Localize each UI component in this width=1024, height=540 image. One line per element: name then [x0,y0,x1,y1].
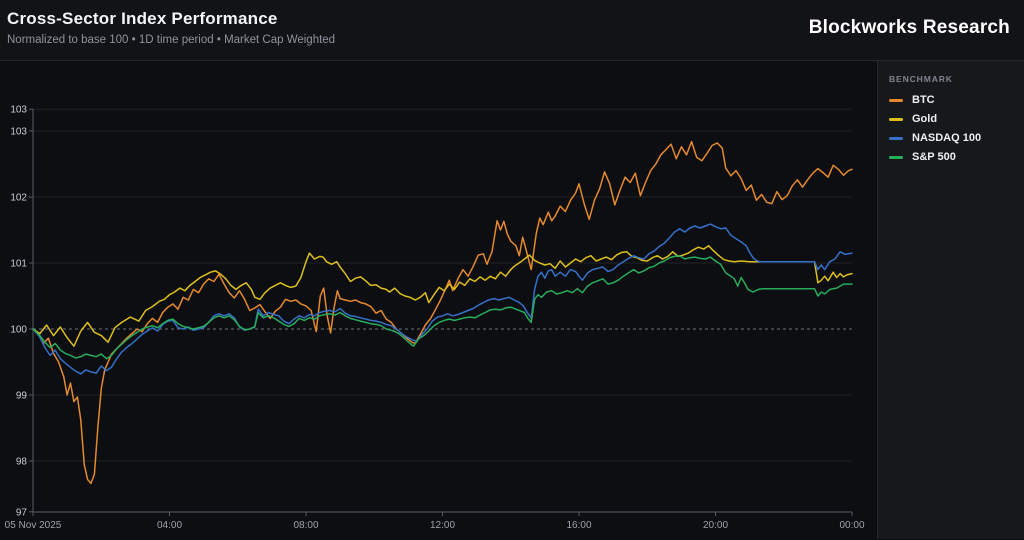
y-tick-label: 103 [10,105,27,116]
series-line-nasdaq-100[interactable] [32,223,853,375]
brand-logo: Blockworks Research [808,17,1010,38]
x-tick-label: 12:00 [430,520,455,531]
x-tick-label: 04:00 [157,520,182,531]
legend-swatch-btc [889,98,903,102]
legend-item-btc[interactable]: BTC [889,94,1016,106]
y-tick-label: 98 [16,457,28,468]
main-content: 103 103 102 101 100 99 98 97 05 Nov 2025 04:00 08:… [0,61,1024,539]
legend-swatch-nasdaq-100 [889,136,903,140]
legend-item-s-p-500[interactable]: S&P 500 [889,151,1016,163]
series-line-s-p-500[interactable] [32,254,853,360]
y-tick-label: 101 [10,259,27,270]
legend-label: BTC [912,94,935,106]
legend-swatch-gold [889,117,903,121]
legend-item-gold[interactable]: Gold [889,113,1016,125]
legend-label: Gold [912,113,938,125]
page-subtitle: Normalized to base 100 • 1D time period … [7,34,336,46]
y-tick-label: 99 [16,391,28,402]
series-line-gold[interactable] [32,245,853,347]
series-line-btc[interactable] [32,140,853,485]
x-tick-label: 20:00 [703,520,728,531]
legend-label: S&P 500 [912,151,956,163]
legend-panel: BENCHMARK BTC Gold NASDAQ 100 S&P 500 [877,61,1024,539]
legend-label: NASDAQ 100 [912,132,982,144]
legend-swatch-s-p-500 [889,155,903,159]
benchmark-legend: BTC Gold NASDAQ 100 S&P 500 [889,94,1016,163]
x-tick-label: 05 Nov 2025 [5,520,62,531]
y-tick-label: 103 [10,127,27,138]
y-tick-label: 97 [16,507,28,518]
x-tick-label: 00:00 [839,520,864,531]
y-tick-label: 100 [10,325,27,336]
y-tick-label: 102 [10,193,27,204]
x-tick-label: 16:00 [566,520,591,531]
chart-region: 103 103 102 101 100 99 98 97 05 Nov 2025 04:00 08:… [0,61,877,539]
page-title: Cross-Sector Index Performance [7,9,278,28]
benchmark-heading: BENCHMARK [889,74,953,84]
x-tick-label: 08:00 [293,520,318,531]
legend-item-nasdaq-100[interactable]: NASDAQ 100 [889,132,1016,144]
header: Cross-Sector Index Performance Normalize… [0,0,1024,61]
performance-chart[interactable]: 103 103 102 101 100 99 98 97 05 Nov 2025 04:00 08:… [0,61,877,539]
